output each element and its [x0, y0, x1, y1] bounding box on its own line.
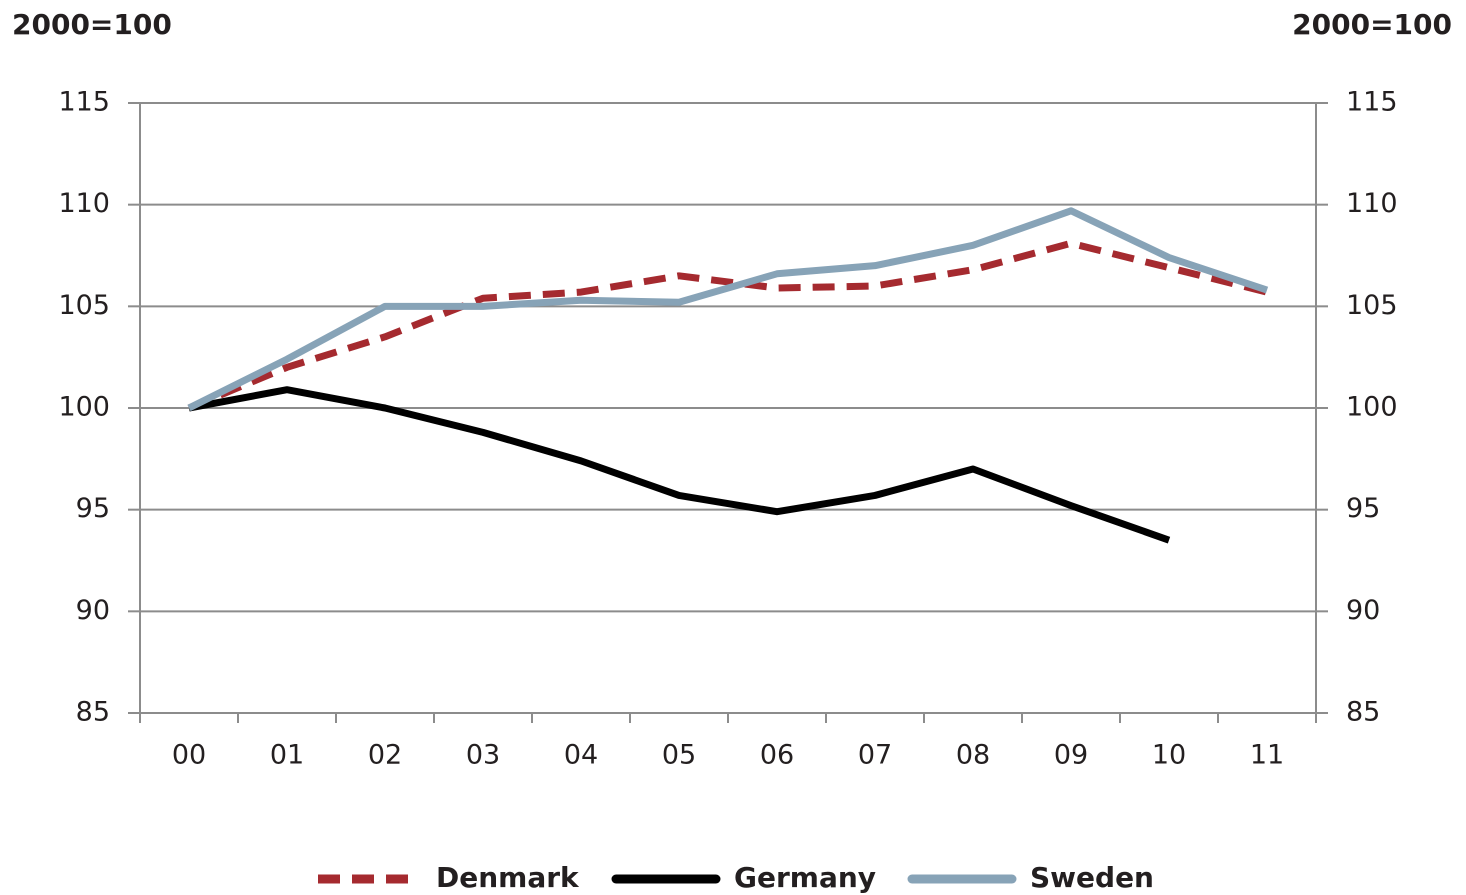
- x-tick-label: 02: [368, 740, 402, 771]
- x-tick-label: 11: [1250, 740, 1284, 771]
- legend-label: Denmark: [436, 861, 580, 894]
- legend-label: Germany: [734, 861, 876, 894]
- series-line: [187, 207, 1269, 412]
- y2-tick-label: 110: [1346, 188, 1398, 219]
- series-line: [188, 386, 1171, 544]
- y2-tick-label: 105: [1346, 290, 1398, 321]
- x-tick-label: 08: [956, 740, 990, 771]
- y2-tick-label: 90: [1346, 595, 1380, 626]
- x-tick-label: 04: [564, 740, 598, 771]
- x-tick-label: 09: [1054, 740, 1088, 771]
- x-tick-label: 07: [858, 740, 892, 771]
- x-tick-label: 01: [270, 740, 304, 771]
- y-tick-label: 105: [58, 290, 110, 321]
- y2-axis-label: 2000=100: [1292, 8, 1452, 41]
- y-tick-label: 100: [58, 392, 110, 423]
- x-tick-label: 10: [1152, 740, 1186, 771]
- y-axis-label: 2000=100: [12, 8, 172, 41]
- x-tick-label: 00: [172, 740, 206, 771]
- y2-tick-label: 100: [1346, 392, 1398, 423]
- y-tick-label: 95: [76, 493, 110, 524]
- y2-tick-label: 95: [1346, 493, 1380, 524]
- y-tick-label: 90: [76, 595, 110, 626]
- x-tick-label: 03: [466, 740, 500, 771]
- y2-tick-label: 85: [1346, 697, 1380, 728]
- y2-tick-label: 115: [1346, 87, 1398, 118]
- x-tick-label: 06: [760, 740, 794, 771]
- series-line: [187, 239, 1268, 412]
- y-tick-label: 85: [76, 697, 110, 728]
- legend-label: Sweden: [1030, 861, 1154, 894]
- y-tick-label: 115: [58, 87, 110, 118]
- y-tick-label: 110: [58, 188, 110, 219]
- x-tick-label: 05: [662, 740, 696, 771]
